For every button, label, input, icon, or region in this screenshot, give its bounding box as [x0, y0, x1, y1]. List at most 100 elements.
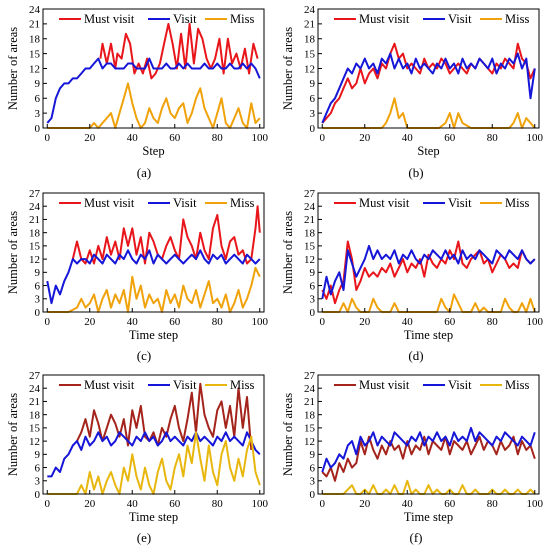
y-tick-label: 9	[35, 449, 41, 461]
legend-label: Visit	[448, 196, 472, 210]
x-tick-label: 60	[444, 498, 456, 510]
legend-item: Visit	[423, 12, 472, 26]
series-line-must-visit	[321, 435, 536, 482]
y-tick-label: 21	[304, 214, 315, 226]
subplot-caption: (d)	[408, 348, 423, 363]
y-tick-label: 0	[310, 123, 316, 135]
y-tick-label: 6	[310, 93, 316, 105]
y-tick-label: 18	[304, 34, 316, 46]
y-tick-label: 15	[29, 423, 41, 435]
x-axis-label: Time step	[129, 328, 178, 342]
series-line-visit	[47, 431, 261, 478]
x-tick-label: 40	[127, 316, 139, 328]
y-tick-label: 12	[29, 436, 40, 448]
x-tick-label: 100	[527, 132, 544, 144]
x-tick-label: 0	[320, 132, 326, 144]
y-axis-label: Number of areas	[281, 27, 295, 110]
x-tick-label: 60	[444, 132, 456, 144]
subplot-caption: (a)	[137, 165, 151, 180]
y-tick-label: 0	[35, 123, 41, 135]
y-tick-label: 21	[304, 19, 315, 31]
x-tick-label: 100	[527, 316, 544, 328]
legend-item: Visit	[423, 378, 472, 392]
x-axis-label: Step	[417, 144, 439, 158]
x-tick-label: 60	[444, 316, 456, 328]
series-line-must-visit	[321, 42, 536, 124]
series-line-miss	[47, 431, 261, 495]
legend-item: Miss	[205, 12, 254, 26]
y-tick-label: 12	[304, 436, 315, 448]
legend-item: Visit	[423, 196, 472, 210]
y-tick-label: 0	[310, 307, 316, 319]
y-tick-label: 9	[310, 449, 316, 461]
x-tick-label: 100	[252, 132, 269, 144]
series-line-visit	[46, 57, 261, 124]
legend-label: Visit	[448, 378, 472, 392]
legend-item: Miss	[480, 378, 529, 392]
series-line-visit	[321, 52, 536, 124]
x-tick-label: 80	[212, 316, 224, 328]
legend-item: Must visit	[59, 12, 135, 26]
x-tick-label: 80	[212, 498, 224, 510]
x-tick-label: 40	[127, 498, 139, 510]
plot-frame	[317, 374, 540, 495]
y-tick-label: 21	[29, 396, 40, 408]
y-axis-label: Number of areas	[281, 393, 295, 476]
series-line-must-visit	[321, 240, 536, 305]
y-tick-label: 18	[29, 409, 41, 421]
y-axis-label: Number of areas	[6, 211, 20, 294]
y-tick-label: 15	[304, 241, 316, 253]
x-axis-label: Time step	[404, 510, 453, 524]
series-line-visit	[321, 244, 536, 299]
series-line-miss	[322, 97, 536, 129]
y-tick-label: 24	[29, 383, 41, 395]
plot-frame	[42, 374, 265, 495]
legend-item: Visit	[148, 196, 197, 210]
y-tick-label: 15	[29, 48, 41, 60]
legend-label: Must visit	[359, 12, 410, 26]
y-tick-label: 6	[310, 462, 316, 474]
y-tick-label: 3	[35, 294, 41, 306]
legend-label: Miss	[505, 378, 529, 392]
x-tick-label: 20	[359, 498, 371, 510]
legend-item: Miss	[480, 12, 529, 26]
legend-item: Miss	[205, 378, 254, 392]
y-tick-label: 27	[29, 370, 41, 382]
x-tick-label: 100	[527, 498, 544, 510]
legend-label: Miss	[230, 378, 254, 392]
y-tick-label: 27	[29, 188, 41, 200]
y-tick-label: 3	[35, 476, 41, 488]
x-tick-label: 60	[169, 316, 181, 328]
legend-label: Visit	[173, 378, 197, 392]
y-tick-label: 0	[35, 489, 41, 501]
y-tick-label: 9	[35, 78, 41, 90]
y-tick-label: 18	[304, 409, 316, 421]
y-tick-label: 3	[310, 294, 316, 306]
legend-label: Must visit	[359, 378, 410, 392]
x-tick-label: 0	[45, 132, 51, 144]
legend-label: Miss	[505, 12, 529, 26]
x-tick-label: 60	[169, 498, 181, 510]
x-tick-label: 20	[359, 316, 371, 328]
y-tick-label: 18	[29, 34, 41, 46]
y-tick-label: 27	[304, 370, 316, 382]
legend-item: Miss	[205, 196, 254, 210]
y-tick-label: 3	[310, 108, 316, 120]
y-tick-label: 9	[35, 267, 41, 279]
y-tick-label: 12	[304, 254, 315, 266]
y-tick-label: 6	[35, 462, 41, 474]
legend-label: Visit	[173, 12, 197, 26]
y-tick-label: 24	[29, 4, 41, 16]
y-axis-label: Number of areas	[6, 393, 20, 476]
legend-item: Miss	[480, 196, 529, 210]
x-tick-label: 100	[252, 316, 269, 328]
legend-label: Miss	[230, 12, 254, 26]
y-tick-label: 3	[310, 476, 316, 488]
subplot-caption: (b)	[408, 165, 423, 180]
